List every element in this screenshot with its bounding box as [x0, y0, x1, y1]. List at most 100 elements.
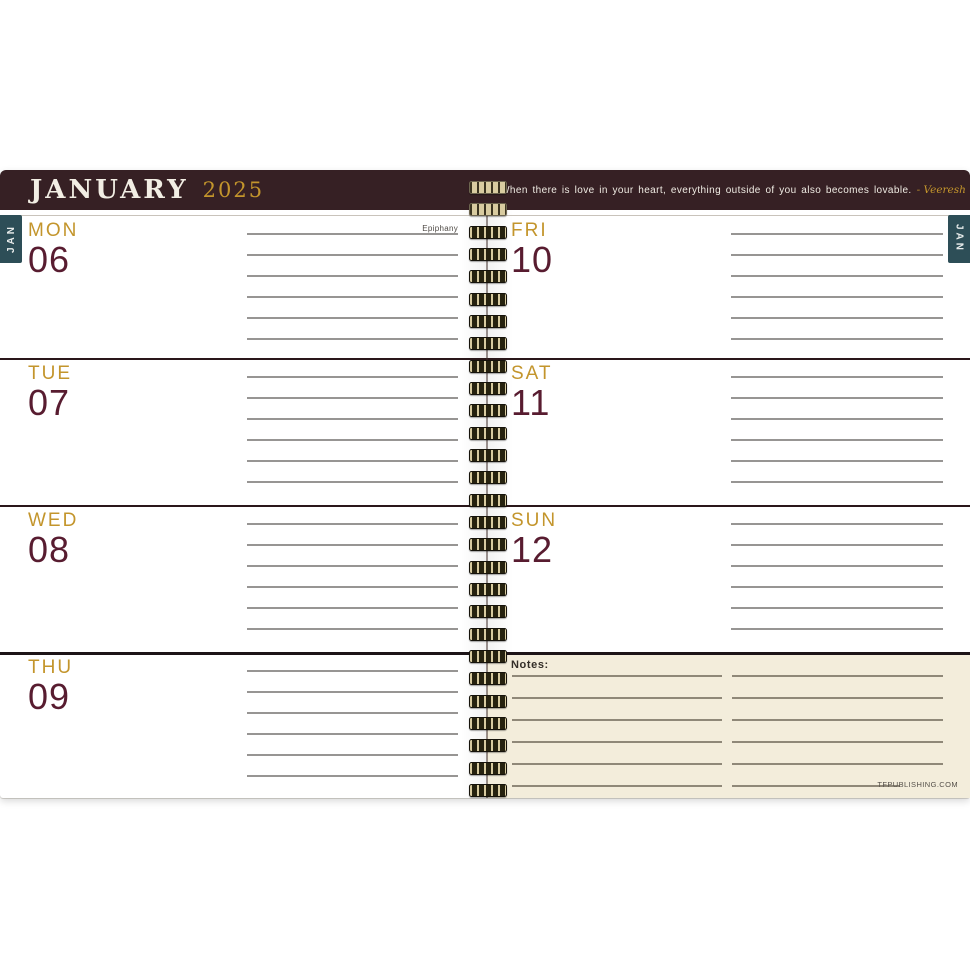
coil-binding-loop — [469, 649, 507, 663]
ruled-line — [247, 481, 458, 483]
coil-binding-loop — [469, 292, 507, 306]
ruled-line — [247, 460, 458, 462]
coil-binding-loop — [469, 672, 507, 686]
ruled-line — [732, 785, 900, 787]
day-name: WED — [28, 510, 79, 531]
ruled-line — [247, 544, 458, 546]
ruled-line — [247, 254, 458, 256]
coil-binding-loop — [469, 426, 507, 440]
ruled-line — [247, 233, 458, 235]
ruled-line — [512, 763, 722, 765]
coil-binding-loop — [469, 203, 507, 217]
coil-binding-loop — [469, 493, 507, 507]
coil-binding-loop — [469, 270, 507, 284]
publisher-website: TFPUBLISHING.COM — [877, 780, 958, 789]
ruled-line — [247, 523, 458, 525]
coil-binding-loop — [469, 515, 507, 529]
day-row-mon: MON 06 Epiphany — [0, 215, 487, 358]
ruled-line — [732, 741, 943, 743]
month-tab-left: JAN — [0, 215, 22, 263]
ruled-line — [247, 691, 458, 693]
month-title-block: JANUARY 2025 — [30, 170, 264, 210]
day-name: SUN — [511, 510, 558, 531]
coil-binding-loop — [469, 761, 507, 775]
planner-spread: JANUARY 2025 When there is love in your … — [0, 170, 970, 798]
ruled-line — [731, 296, 943, 298]
ruled-line — [247, 775, 458, 777]
coil-binding-loop — [469, 694, 507, 708]
ruled-line — [247, 275, 458, 277]
coil-binding-loop — [469, 247, 507, 261]
ruled-line — [247, 317, 458, 319]
ruled-line — [247, 376, 458, 378]
day-row-tue: TUE 07 — [0, 358, 487, 505]
day-date: 09 — [28, 676, 71, 717]
coil-binding-loop — [469, 627, 507, 641]
ruled-line — [247, 418, 458, 420]
ruled-line — [731, 523, 943, 525]
ruled-line — [731, 233, 943, 235]
notes-panel: Notes: TFPUBLISHING.COM — [487, 652, 970, 798]
coil-binding-loop — [469, 337, 507, 351]
day-date: 10 — [511, 239, 554, 280]
ruled-line — [732, 719, 943, 721]
day-name: MON — [28, 220, 79, 241]
ruled-line — [731, 338, 943, 340]
ruled-line — [732, 763, 943, 765]
notes-label: Notes: — [511, 659, 549, 671]
ruled-line — [247, 607, 458, 609]
writing-lines — [247, 233, 458, 359]
year-label: 2025 — [202, 178, 265, 202]
ruled-line — [512, 785, 722, 787]
day-date: 11 — [511, 382, 551, 423]
day-name: SAT — [511, 363, 553, 384]
ruled-line — [731, 628, 943, 630]
ruled-line — [731, 418, 943, 420]
coil-binding-loop — [469, 739, 507, 753]
month-tab-right: JAN — [948, 215, 970, 263]
ruled-line — [512, 697, 722, 699]
coil-binding-loop — [469, 381, 507, 395]
coil-binding-loop — [469, 538, 507, 552]
day-row-fri: FRI 10 — [487, 215, 970, 358]
holiday-label: Epiphany — [422, 224, 458, 233]
ruled-line — [731, 376, 943, 378]
writing-lines — [731, 376, 943, 502]
ruled-line — [732, 697, 943, 699]
ruled-line — [247, 565, 458, 567]
writing-lines — [247, 670, 458, 796]
writing-lines — [731, 523, 943, 649]
quote-text: When there is love in your heart, everyt… — [500, 184, 912, 196]
coil-binding-loop — [469, 404, 507, 418]
coil-binding-loop — [469, 716, 507, 730]
right-page: FRI 10 SAT 11 SUN 12 Notes: — [487, 210, 970, 798]
day-name: FRI — [511, 220, 548, 241]
coil-binding-loop — [469, 314, 507, 328]
ruled-line — [247, 338, 458, 340]
ruled-line — [731, 254, 943, 256]
ruled-line — [731, 439, 943, 441]
notes-lines-right — [732, 675, 943, 807]
month-tab-label: JAN — [5, 224, 17, 254]
day-row-sun: SUN 12 — [487, 505, 970, 652]
coil-binding-loop — [469, 471, 507, 485]
day-date: 12 — [511, 529, 554, 570]
ruled-line — [247, 397, 458, 399]
coil-binding-loop — [469, 605, 507, 619]
day-name: TUE — [28, 363, 72, 384]
ruled-line — [247, 754, 458, 756]
ruled-line — [247, 296, 458, 298]
writing-lines — [247, 523, 458, 649]
left-page: MON 06 Epiphany TUE 07 WED 08 — [0, 210, 487, 798]
row-separator — [0, 358, 970, 360]
day-name: THU — [28, 657, 74, 678]
coil-binding-loop — [469, 225, 507, 239]
ruled-line — [731, 275, 943, 277]
coil-binding-loop — [469, 359, 507, 373]
ruled-line — [731, 607, 943, 609]
ruled-line — [731, 544, 943, 546]
ruled-line — [731, 586, 943, 588]
coil-binding-loop — [469, 582, 507, 596]
notes-lines-left — [512, 675, 722, 807]
